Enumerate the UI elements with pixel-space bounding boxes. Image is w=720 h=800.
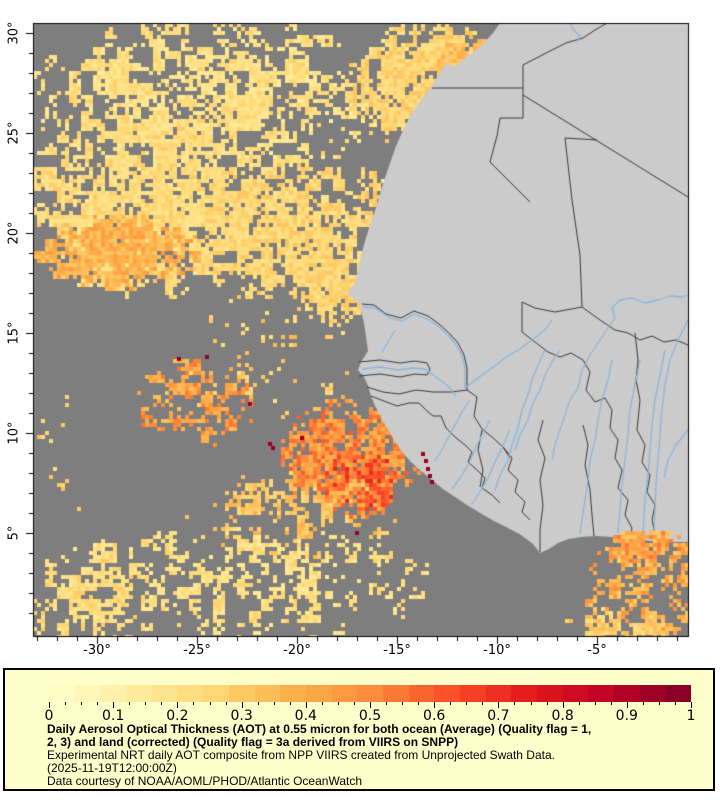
colorbar-label: 0.9 [615, 708, 638, 724]
colorbar-minor-tick [225, 702, 227, 705]
colorbar-minor-tick [482, 702, 484, 705]
colorbar-major-tick [626, 702, 628, 708]
colorbar-minor-tick [386, 702, 388, 705]
colorbar-minor-tick [594, 702, 596, 705]
colorbar-segment [100, 685, 127, 702]
x-axis-label: -25° [183, 643, 211, 658]
y-axis-label: 5° [6, 525, 22, 541]
colorbar-label: 1 [686, 708, 696, 724]
colorbar-segment [485, 685, 512, 702]
colorbar-minor-tick [353, 702, 355, 705]
colorbar-segment [382, 685, 409, 702]
colorbar-minor-tick [129, 702, 131, 705]
colorbar-label: 0.6 [423, 708, 446, 724]
caption-title-line-2: 2, 3) and land (corrected) (Quality flag… [47, 734, 459, 749]
colorbar-minor-tick [289, 702, 291, 705]
colorbar-minor-tick [257, 702, 259, 705]
colorbar-minor-tick [209, 702, 211, 705]
y-axis-label: 30° [6, 21, 22, 45]
x-axis-label: -15° [383, 643, 411, 658]
colorbar-segment [434, 685, 460, 702]
colorbar-segment [665, 685, 692, 702]
colorbar-major-tick [241, 702, 243, 708]
colorbar-minor-tick [642, 702, 644, 705]
colorbar-label: 0.8 [551, 708, 574, 724]
colorbar-segment [203, 685, 229, 702]
x-axis-label: -20° [283, 643, 311, 658]
caption-title-line-1: Daily Aerosol Optical Thickness (AOT) at… [47, 722, 592, 736]
x-axis-label: -10° [483, 643, 511, 658]
colorbar-minor-tick [337, 702, 339, 705]
y-axis-label: 15° [6, 321, 22, 345]
colorbar-minor-tick [514, 702, 516, 705]
colorbar-minor-tick [65, 702, 67, 705]
colorbar-label: 0.4 [294, 708, 317, 724]
colorbar-minor-tick [578, 702, 580, 705]
x-axis-label: -5° [587, 643, 607, 658]
colorbar-minor-tick [610, 702, 612, 705]
y-axis-label: 20° [6, 221, 22, 245]
colorbar-major-tick [498, 702, 500, 708]
colorbar-segment [639, 685, 666, 702]
colorbar-minor-tick [193, 702, 195, 705]
colorbar-minor-tick [450, 702, 452, 705]
colorbar-segment [280, 685, 306, 702]
colorbar-major-tick [691, 702, 692, 708]
colorbar-segment [460, 685, 486, 702]
colorbar-minor-tick [530, 702, 532, 705]
colorbar [49, 685, 692, 702]
colorbar-minor-tick [418, 702, 420, 705]
legend-panel: 0 0.1 0.2 0.3 0.4 0.5 0.6 0.7 0.8 0.9 1 Daily Aero… [3, 668, 715, 791]
colorbar-major-tick [177, 702, 179, 708]
aot-map [0, 0, 720, 662]
colorbar-minor-tick [161, 702, 163, 705]
colorbar-label: 0.2 [166, 708, 189, 724]
colorbar-major-tick [370, 702, 371, 708]
colorbar-minor-tick [466, 702, 468, 705]
colorbar-segment [228, 685, 255, 702]
colorbar-minor-tick [145, 702, 147, 705]
colorbar-minor-tick [81, 702, 83, 705]
colorbar-major-tick [562, 702, 564, 708]
colorbar-minor-tick [402, 702, 404, 705]
colorbar-label: 0.3 [230, 708, 253, 724]
caption: Daily Aerosol Optical Thickness (AOT) at… [47, 723, 591, 788]
colorbar-minor-tick [674, 702, 676, 705]
caption-credit: Data courtesy of NOAA/AOML/PHOD/Atlantic… [47, 773, 362, 788]
colorbar-segment [126, 685, 152, 702]
colorbar-major-tick [113, 702, 115, 708]
colorbar-segment [408, 685, 435, 702]
x-axis-label: -30° [83, 643, 111, 658]
colorbar-segment [331, 685, 358, 702]
colorbar-segment [588, 685, 615, 702]
colorbar-segment [305, 685, 332, 702]
colorbar-label: 0.1 [102, 708, 125, 724]
colorbar-segment [511, 685, 538, 702]
y-axis-label: 10° [6, 421, 22, 445]
colorbar-segment [177, 685, 204, 702]
colorbar-segment [49, 685, 75, 702]
colorbar-minor-tick [97, 702, 99, 705]
colorbar-label: 0.5 [358, 708, 382, 724]
colorbar-major-tick [434, 702, 436, 708]
colorbar-segment [562, 685, 589, 702]
caption-description: Experimental NRT daily AOT composite fro… [47, 747, 555, 762]
colorbar-segment [614, 685, 640, 702]
colorbar-major-tick [305, 702, 307, 708]
colorbar-major-tick [49, 702, 50, 708]
colorbar-label: 0 [44, 708, 54, 724]
colorbar-segment [151, 685, 178, 702]
colorbar-segment [254, 685, 281, 702]
colorbar-minor-tick [658, 702, 660, 705]
colorbar-label: 0.7 [487, 708, 510, 724]
colorbar-segment [357, 685, 383, 702]
caption-timestamp: (2025-11-19T12:00:00Z) [47, 760, 177, 775]
y-axis-label: 25° [6, 121, 22, 145]
colorbar-segment [74, 685, 101, 702]
colorbar-minor-tick [273, 702, 275, 705]
colorbar-minor-tick [546, 702, 548, 705]
colorbar-minor-tick [321, 702, 323, 705]
colorbar-segment [537, 685, 563, 702]
